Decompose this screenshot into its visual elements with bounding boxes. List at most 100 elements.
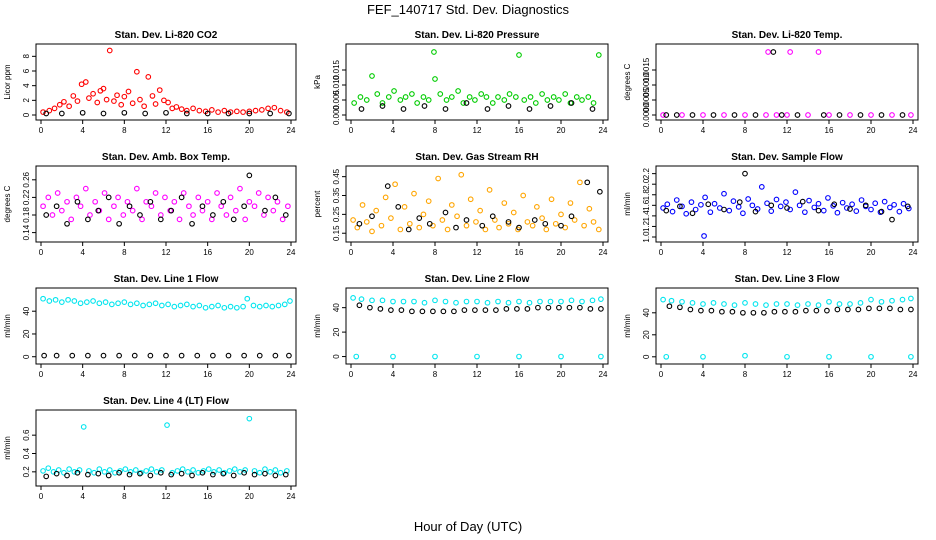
data-point <box>689 210 696 217</box>
data-point <box>102 299 109 305</box>
y-tick-label: 0.0010 <box>642 72 651 97</box>
data-point <box>836 112 843 118</box>
x-tick-label: 24 <box>287 248 296 257</box>
data-point <box>698 307 704 314</box>
data-point <box>726 207 733 214</box>
data-point <box>218 203 225 210</box>
data-point <box>463 222 470 229</box>
data-point <box>40 203 46 210</box>
y-tick-label: 0.015 <box>332 59 341 80</box>
x-tick-label: 0 <box>349 248 354 257</box>
data-point <box>598 296 604 302</box>
data-point <box>165 99 171 106</box>
data-point <box>474 298 480 305</box>
data-point <box>163 109 169 116</box>
data-point <box>178 194 185 201</box>
data-point <box>792 308 799 315</box>
data-point <box>369 73 375 79</box>
data-point <box>847 206 853 212</box>
data-point <box>799 198 806 205</box>
data-point <box>581 222 587 229</box>
data-point <box>74 198 81 205</box>
data-point <box>115 300 121 307</box>
data-point <box>794 112 801 118</box>
data-point <box>121 299 128 305</box>
data-point <box>240 109 246 115</box>
data-point <box>679 298 685 305</box>
data-point <box>61 469 67 476</box>
data-point <box>265 105 271 112</box>
data-point <box>501 97 508 103</box>
y-tick-label: 0.26 <box>22 171 31 187</box>
x-tick-label: 4 <box>701 370 706 379</box>
data-point <box>379 297 386 304</box>
y-tick-label: 0.2 <box>22 466 31 478</box>
data-point <box>516 353 522 360</box>
x-tick-label: 8 <box>122 248 127 257</box>
data-point <box>85 471 91 478</box>
data-point <box>142 110 149 117</box>
data-point <box>77 300 84 307</box>
data-point <box>411 298 417 305</box>
y-tick-label: 8 <box>22 54 31 59</box>
data-point <box>868 296 874 303</box>
data-point <box>750 309 757 316</box>
data-point <box>752 112 759 118</box>
data-point <box>721 206 727 213</box>
data-point <box>401 203 408 210</box>
data-point <box>106 467 113 473</box>
data-point <box>157 469 164 476</box>
data-point <box>834 306 841 313</box>
data-point <box>435 175 442 182</box>
data-point <box>521 97 528 103</box>
data-point <box>398 307 405 313</box>
data-point <box>157 216 164 223</box>
data-point <box>256 469 263 476</box>
data-point <box>566 304 573 311</box>
data-point <box>85 352 91 359</box>
data-point <box>740 210 746 217</box>
data-point <box>425 198 432 205</box>
data-point <box>116 469 122 476</box>
data-point <box>111 98 117 104</box>
data-point <box>214 190 220 196</box>
data-point <box>116 352 122 359</box>
chart-panel: Stan. Dev. Line 3 Flow ml/min 0 4 8 12 16 20 24 0… <box>623 274 919 379</box>
data-point <box>461 307 468 313</box>
data-point <box>550 94 557 100</box>
data-point <box>246 198 253 205</box>
x-tick-label: 0 <box>39 126 44 135</box>
data-point <box>679 203 685 210</box>
data-point <box>90 90 96 97</box>
data-point <box>868 353 874 360</box>
data-point <box>269 303 276 310</box>
data-point <box>516 298 522 305</box>
plot-frame <box>35 165 297 243</box>
data-point <box>698 201 704 208</box>
data-point <box>805 112 811 118</box>
data-point <box>815 207 822 214</box>
x-tick-label: 12 <box>473 248 482 257</box>
data-point <box>556 304 562 311</box>
data-point <box>390 298 396 305</box>
data-point <box>147 472 154 479</box>
data-point <box>178 106 185 112</box>
data-point <box>350 295 356 301</box>
data-point <box>896 208 903 215</box>
data-point <box>46 298 53 304</box>
y-tick-label: 0.005 <box>332 89 341 110</box>
data-point <box>484 299 491 306</box>
data-point <box>847 301 853 307</box>
data-point <box>230 216 237 223</box>
data-point <box>731 112 738 118</box>
panel-title: Stan. Dev. Gas Stream RH <box>415 152 538 163</box>
data-point <box>660 112 666 118</box>
chart-panel: Stan. Dev. Line 4 (LT) Flow ml/min 0 4 8 12 16… <box>3 396 297 501</box>
data-point <box>752 301 759 307</box>
data-point <box>908 295 914 302</box>
data-point <box>482 226 489 233</box>
data-point <box>369 228 375 235</box>
data-point <box>529 222 536 229</box>
x-tick-label: 8 <box>122 492 127 501</box>
data-point <box>908 306 914 313</box>
